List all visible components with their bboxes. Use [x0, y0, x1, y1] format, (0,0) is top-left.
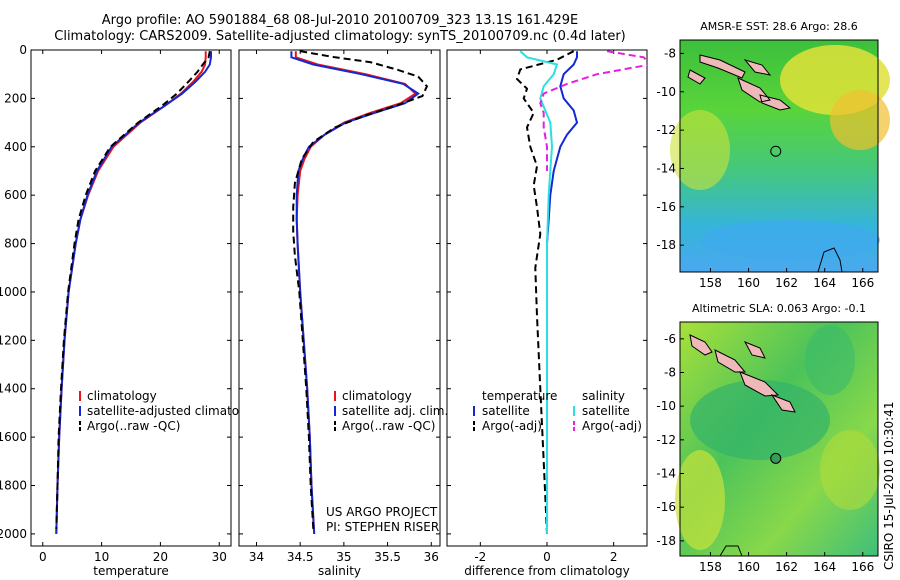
x-tick-label: 0 — [39, 550, 47, 564]
y-tick-label: 200 — [4, 91, 27, 105]
map-y-tick-label: -10 — [656, 85, 676, 99]
legend-heading: temperature — [482, 389, 557, 403]
legend-label: Argo(..raw -QC) — [342, 419, 435, 433]
figure-title-line-1: Argo profile: AO 5901884_68 08-Jul-2010 … — [101, 13, 579, 28]
sla-map — [675, 322, 880, 557]
map-y-tick-label: -14 — [656, 161, 676, 175]
x-tick-label: 34.5 — [287, 550, 314, 564]
series-line — [55, 51, 211, 530]
plot-frame — [238, 49, 441, 547]
map-y-tick-label: -18 — [656, 238, 676, 252]
new-caledonia-coast — [817, 247, 843, 273]
x-tick-label: -2 — [474, 550, 486, 564]
map-x-tick-label: 164 — [813, 560, 836, 574]
map-x-tick-label: 162 — [775, 560, 798, 574]
map-x-tick-label: 166 — [851, 276, 874, 290]
map-x-tick-label: 166 — [851, 560, 874, 574]
map-y-tick-label: -8 — [664, 46, 676, 60]
legend-label: satellite — [582, 404, 630, 418]
y-tick-label: 1000 — [0, 285, 27, 299]
map-title: Altimetric SLA: 0.063 Argo: -0.1 — [692, 302, 866, 315]
legend-label: climatology — [342, 389, 412, 403]
map-x-tick-label: 160 — [737, 276, 760, 290]
new-caledonia-coast — [719, 545, 743, 557]
map-title: AMSR-E SST: 28.6 Argo: 28.6 — [700, 20, 858, 33]
sla-high-patch — [675, 450, 725, 550]
x-tick-label: 2 — [610, 550, 618, 564]
y-tick-label: 600 — [4, 188, 27, 202]
map-y-tick-label: -14 — [656, 467, 676, 481]
x-axis-label: temperature — [93, 564, 168, 578]
sst-warm-patch — [670, 110, 730, 190]
sla-high-patch — [820, 430, 880, 510]
map-x-tick-label: 158 — [699, 560, 722, 574]
map-frame — [679, 321, 879, 557]
series-line — [515, 50, 575, 534]
y-tick-label: 1600 — [0, 430, 27, 444]
figure-title-line-2: Climatology: CARS2009. Satellite-adjuste… — [54, 29, 626, 44]
x-tick-label: 30 — [212, 550, 227, 564]
y-tick-label: 800 — [4, 237, 27, 251]
map-y-tick-label: -18 — [656, 534, 676, 548]
map-x-tick-label: 164 — [813, 276, 836, 290]
legend-label: Argo(-adj) — [582, 419, 642, 433]
series-line — [519, 50, 559, 534]
map-y-tick-label: -6 — [664, 332, 676, 346]
y-tick-label: 1800 — [0, 479, 27, 493]
map-y-tick-label: -12 — [656, 433, 676, 447]
y-tick-label: 400 — [4, 140, 27, 154]
sst-cool-patch — [700, 220, 880, 260]
x-tick-label: 36 — [424, 550, 439, 564]
sst-warm-patch — [830, 90, 890, 150]
x-tick-label: 35 — [336, 550, 351, 564]
project-annotation: PI: STEPHEN RISER — [326, 520, 439, 534]
y-tick-label: 2000 — [0, 527, 27, 541]
y-tick-label: 0 — [19, 43, 27, 57]
series-line — [539, 50, 647, 171]
solomon-islands-land — [687, 54, 792, 111]
sst-map — [670, 40, 890, 273]
legend-label: satellite adj. clim. — [342, 404, 448, 418]
legend-heading: salinity — [582, 389, 625, 403]
x-axis-label: difference from climatology — [464, 564, 630, 578]
salinity-panel: 34 34.5 35 35.5 36 salinity climatologysatelli… — [238, 49, 448, 578]
map-x-tick-label: 160 — [737, 560, 760, 574]
credit-timestamp: CSIRO 15-Jul-2010 10:30:41 — [882, 402, 896, 570]
legend-label: Argo(-adj) — [482, 419, 542, 433]
map-x-tick-label: 158 — [699, 276, 722, 290]
temperature-panel: 0 10 20 30 0 200 400 600 800 1000 1200 1400 1600 1800… — [0, 43, 265, 578]
sla-low-patch — [690, 380, 830, 460]
legend-label: climatology — [87, 389, 157, 403]
sla-low-patch — [805, 325, 855, 395]
y-tick-label: 1400 — [0, 382, 27, 396]
argo-float-marker — [770, 452, 782, 464]
x-tick-label: 10 — [94, 550, 109, 564]
x-tick-label: 34 — [249, 550, 264, 564]
map-y-tick-label: -16 — [656, 200, 676, 214]
map-y-tick-label: -10 — [656, 399, 676, 413]
plot-frame — [30, 49, 232, 547]
project-annotation: US ARGO PROJECT — [326, 505, 438, 519]
map-axes: AMSR-E SST: 28.6 Argo: 28.6 158 160 162 164 1… — [656, 20, 896, 574]
legend-label: Argo(..raw -QC) — [87, 419, 180, 433]
legend-label: satellite — [482, 404, 530, 418]
map-y-tick-label: -8 — [664, 366, 676, 380]
legend-label: satellite-adjusted climatology — [87, 404, 265, 418]
solomon-islands-land — [689, 334, 796, 413]
map-frame — [679, 39, 879, 273]
x-tick-label: 0 — [543, 550, 551, 564]
map-x-tick-label: 162 — [775, 276, 798, 290]
map-y-tick-label: -12 — [656, 123, 676, 137]
x-axis-label: salinity — [318, 564, 361, 578]
argo-float-marker — [770, 145, 782, 157]
x-tick-label: 20 — [153, 550, 168, 564]
map-y-tick-label: -16 — [656, 500, 676, 514]
y-tick-label: 1200 — [0, 333, 27, 347]
x-tick-label: 35.5 — [374, 550, 401, 564]
